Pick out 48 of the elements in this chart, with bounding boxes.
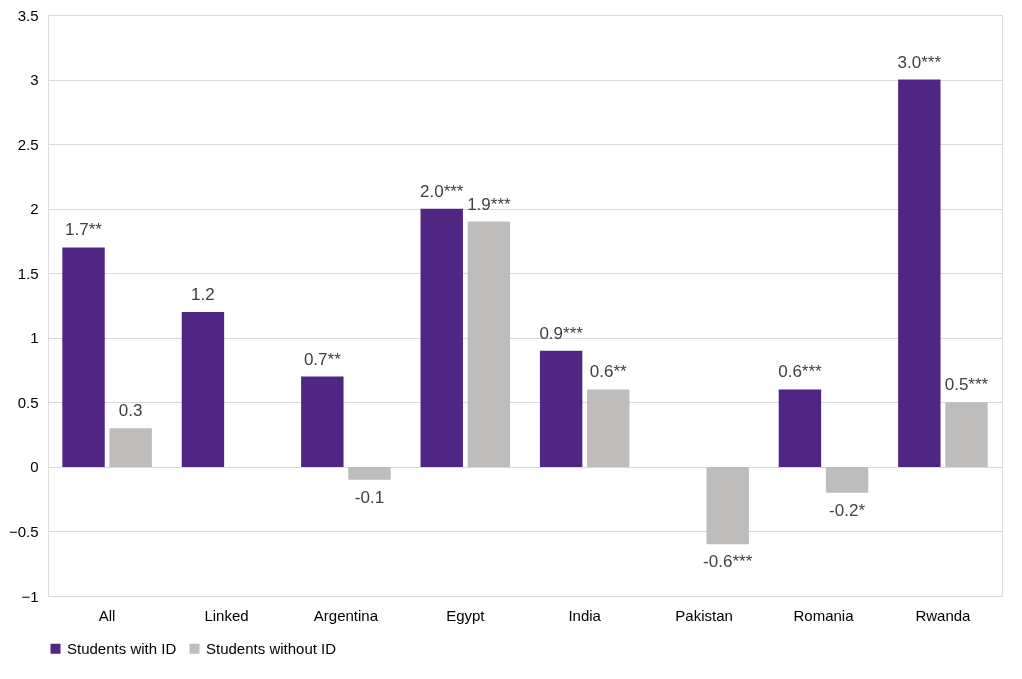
data-label: 0.6*** [778,362,823,382]
x-tick-label: India [568,606,602,624]
bar [301,376,344,467]
y-tick-label: 3 [30,71,39,89]
legend-label: Students with ID [67,639,177,657]
bar [467,221,511,467]
data-label: 0.5*** [944,375,989,395]
y-tick-label: 1.5 [17,264,39,282]
data-label: 1.2 [191,284,215,304]
data-label: 1.7** [65,220,103,240]
y-tick-label: 2.5 [17,135,39,153]
data-label: -0.1 [354,487,385,507]
x-tick-label: Rwanda [915,606,972,624]
data-label: 1.9*** [467,194,511,214]
data-label: 0.3 [118,401,143,421]
bar [587,389,630,467]
legend-label: Students without ID [206,639,337,657]
y-tick-label: 0.5 [17,393,39,411]
y-tick-label: −0.5 [8,522,39,540]
bar [420,208,463,467]
data-label: 2.0*** [419,181,464,201]
x-tick-label: Egypt [446,606,486,624]
x-tick-label: Linked [204,606,249,624]
bar [181,311,225,467]
data-label: -0.6*** [703,552,753,572]
x-tick-label: Argentina [313,606,379,624]
bar [62,247,105,467]
x-tick-label: All [98,606,116,624]
y-tick-label: −1 [21,587,39,605]
bar [109,428,152,467]
data-label: -0.2* [829,500,866,520]
bar [825,466,869,493]
data-label: 0.7** [303,349,342,369]
y-tick-label: 1 [30,329,39,347]
bar [778,389,822,467]
data-label: 0.6** [589,362,628,382]
x-tick-label: Pakistan [675,606,733,624]
bar [706,466,749,545]
x-tick-label: Romania [793,606,855,624]
y-tick-label: 3.5 [17,6,39,24]
data-label: 3.0*** [897,52,942,72]
y-tick-label: 0 [30,458,39,476]
y-tick-label: 2 [30,200,39,218]
bar [539,350,583,467]
bar [945,402,988,467]
bar [898,79,941,467]
data-label: 0.9*** [539,323,584,343]
bar [348,466,391,480]
